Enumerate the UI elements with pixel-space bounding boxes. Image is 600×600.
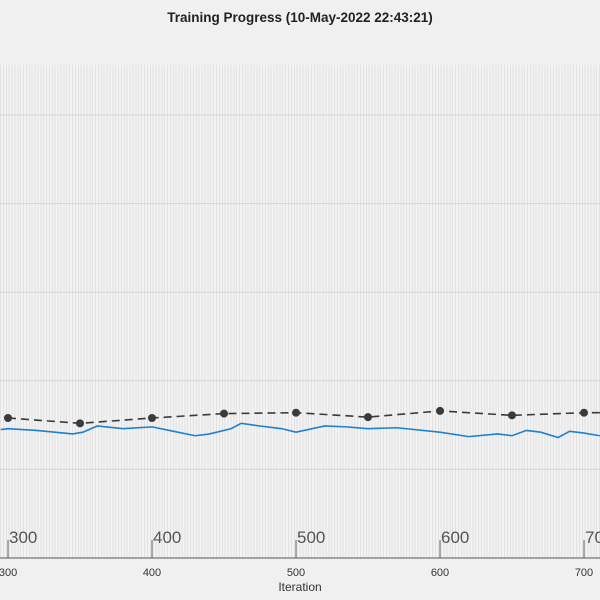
validation-point (436, 406, 444, 415)
x-tick-label: 400 (143, 567, 161, 579)
x-tick-label-inner: 400 (153, 528, 181, 547)
training-series-line (0, 422, 600, 439)
chart-title: Training Progress (10-May-2022 22:43:21) (167, 10, 433, 25)
x-tick-label: 300 (0, 567, 17, 579)
validation-point (148, 414, 156, 423)
validation-point (508, 411, 516, 420)
validation-point (364, 413, 372, 422)
x-tick-label: 600 (431, 567, 449, 579)
validation-point (220, 409, 228, 418)
validation-series-line (7, 410, 600, 425)
x-tick-label-inner: 500 (297, 528, 325, 547)
x-tick-label: 500 (287, 567, 305, 579)
plot-area (0, 65, 600, 558)
x-tick-label-inner: 300 (9, 528, 37, 547)
validation-point (4, 414, 12, 423)
x-tick-label-inner: 700 (585, 528, 600, 547)
x-tick-label: 700 (575, 567, 593, 579)
x-tick-label-inner: 600 (441, 528, 469, 547)
validation-point (76, 419, 84, 428)
validation-point (580, 408, 588, 417)
x-axis-label: Iteration (278, 580, 322, 594)
validation-point (292, 408, 300, 417)
